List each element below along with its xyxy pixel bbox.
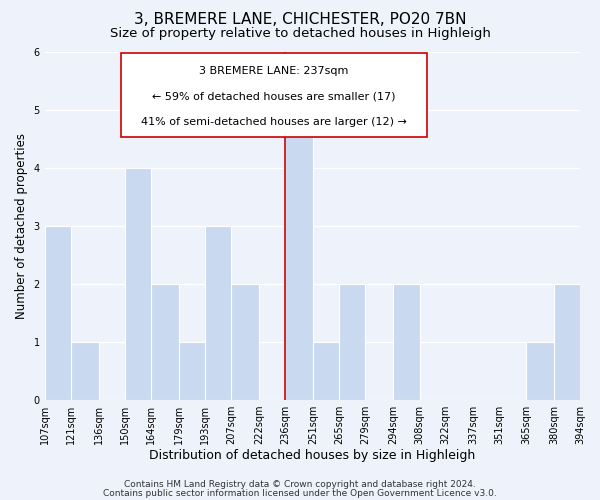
Bar [44,226,71,400]
FancyBboxPatch shape [121,52,427,138]
Bar [285,110,313,400]
Y-axis label: Number of detached properties: Number of detached properties [15,132,28,318]
Bar [313,342,340,400]
Bar [205,226,231,400]
Bar [125,168,151,400]
Text: ← 59% of detached houses are smaller (17): ← 59% of detached houses are smaller (17… [152,92,396,102]
Bar [340,284,365,400]
X-axis label: Distribution of detached houses by size in Highleigh: Distribution of detached houses by size … [149,450,475,462]
Bar [394,284,419,400]
Text: Contains HM Land Registry data © Crown copyright and database right 2024.: Contains HM Land Registry data © Crown c… [124,480,476,489]
Bar [526,342,554,400]
Text: Contains public sector information licensed under the Open Government Licence v3: Contains public sector information licen… [103,488,497,498]
Bar [554,284,580,400]
Bar [151,284,179,400]
Bar [179,342,205,400]
Bar [71,342,99,400]
Text: 3, BREMERE LANE, CHICHESTER, PO20 7BN: 3, BREMERE LANE, CHICHESTER, PO20 7BN [134,12,466,28]
Text: Size of property relative to detached houses in Highleigh: Size of property relative to detached ho… [110,28,490,40]
Bar [231,284,259,400]
Text: 3 BREMERE LANE: 237sqm: 3 BREMERE LANE: 237sqm [199,66,349,76]
Text: 41% of semi-detached houses are larger (12) →: 41% of semi-detached houses are larger (… [141,117,407,127]
